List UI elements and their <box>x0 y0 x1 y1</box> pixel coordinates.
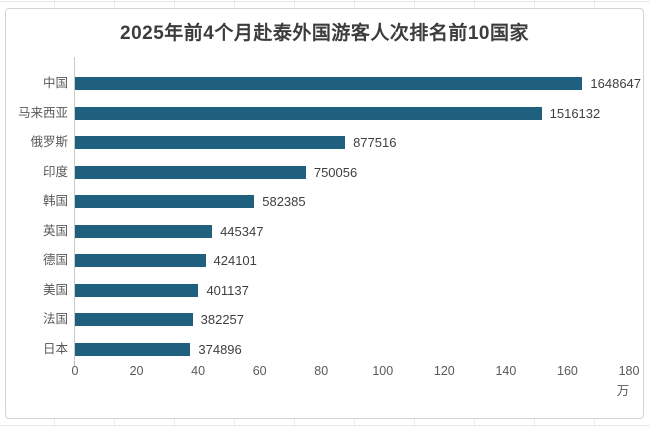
value-label: 401137 <box>206 282 249 298</box>
category-label: 美国 <box>42 282 68 297</box>
x-tick-label: 80 <box>314 364 329 378</box>
x-tick-label: 120 <box>433 364 455 378</box>
x-tick-label: 140 <box>495 364 517 378</box>
x-tick-label: 0 <box>71 364 79 378</box>
x-axis-ticks: 0 20 40 60 80 100 120 140 160 180 <box>72 364 640 380</box>
value-label: 445347 <box>220 223 264 239</box>
value-label: 1516132 <box>549 105 601 121</box>
chart-row: 马来西亚 1516132 <box>18 105 629 121</box>
value-label: 424101 <box>213 253 257 268</box>
value-label: 374896 <box>198 341 242 357</box>
chart-row: 俄罗斯 877516 <box>30 135 629 150</box>
chart-row: 英国 445347 <box>43 223 629 239</box>
bar <box>75 313 193 326</box>
x-tick-label: 60 <box>252 364 267 378</box>
bar <box>75 224 213 238</box>
chart-row: 日本 374896 <box>43 341 629 357</box>
chart-row: 法国 382257 <box>43 312 629 327</box>
bar <box>75 106 542 120</box>
chart-row: 中国 1648647 <box>43 76 641 91</box>
category-label: 日本 <box>42 341 68 356</box>
value-label: 382257 <box>200 312 245 327</box>
axis-tick-mark <box>74 361 75 366</box>
category-label: 法国 <box>42 312 68 326</box>
category-label: 韩国 <box>42 194 68 208</box>
bar <box>75 77 583 90</box>
category-label: 德国 <box>42 253 68 267</box>
category-label: 马来西亚 <box>17 105 68 120</box>
chart-row: 韩国 582385 <box>43 194 629 209</box>
chart-row: 德国 424101 <box>43 253 629 268</box>
x-axis-unit-label: 万 <box>616 384 630 398</box>
category-label: 俄罗斯 <box>30 135 68 149</box>
category-label: 英国 <box>42 223 68 238</box>
bar <box>75 283 199 297</box>
value-label: 1648647 <box>590 76 642 91</box>
bar <box>75 165 306 179</box>
category-label: 印度 <box>42 164 68 179</box>
value-label: 877516 <box>353 135 397 150</box>
x-tick-label: 160 <box>557 364 578 378</box>
chart-row: 美国 401137 <box>43 282 629 298</box>
bar <box>75 254 206 267</box>
chart-card: 2025年前4个月赴泰外国游客人次排名前10国家 0 20 40 60 80 100 120… <box>5 8 644 419</box>
x-tick-label: 20 <box>129 364 144 378</box>
bar <box>75 195 255 208</box>
y-axis-line <box>74 57 75 361</box>
chart-row: 印度 750056 <box>43 164 629 180</box>
bar <box>75 136 346 149</box>
x-tick-label: 180 <box>618 364 640 378</box>
x-tick-label: 40 <box>191 364 206 378</box>
chart-title: 2025年前4个月赴泰外国游客人次排名前10国家 <box>120 23 529 44</box>
value-label: 750056 <box>313 164 358 180</box>
category-label: 中国 <box>42 76 68 90</box>
value-label: 582385 <box>262 194 306 209</box>
plot-area: 0 20 40 60 80 100 120 140 160 180 万 中国 1648647 马来西亚… <box>18 57 641 398</box>
bar <box>75 342 191 356</box>
x-tick-label: 100 <box>372 364 394 378</box>
